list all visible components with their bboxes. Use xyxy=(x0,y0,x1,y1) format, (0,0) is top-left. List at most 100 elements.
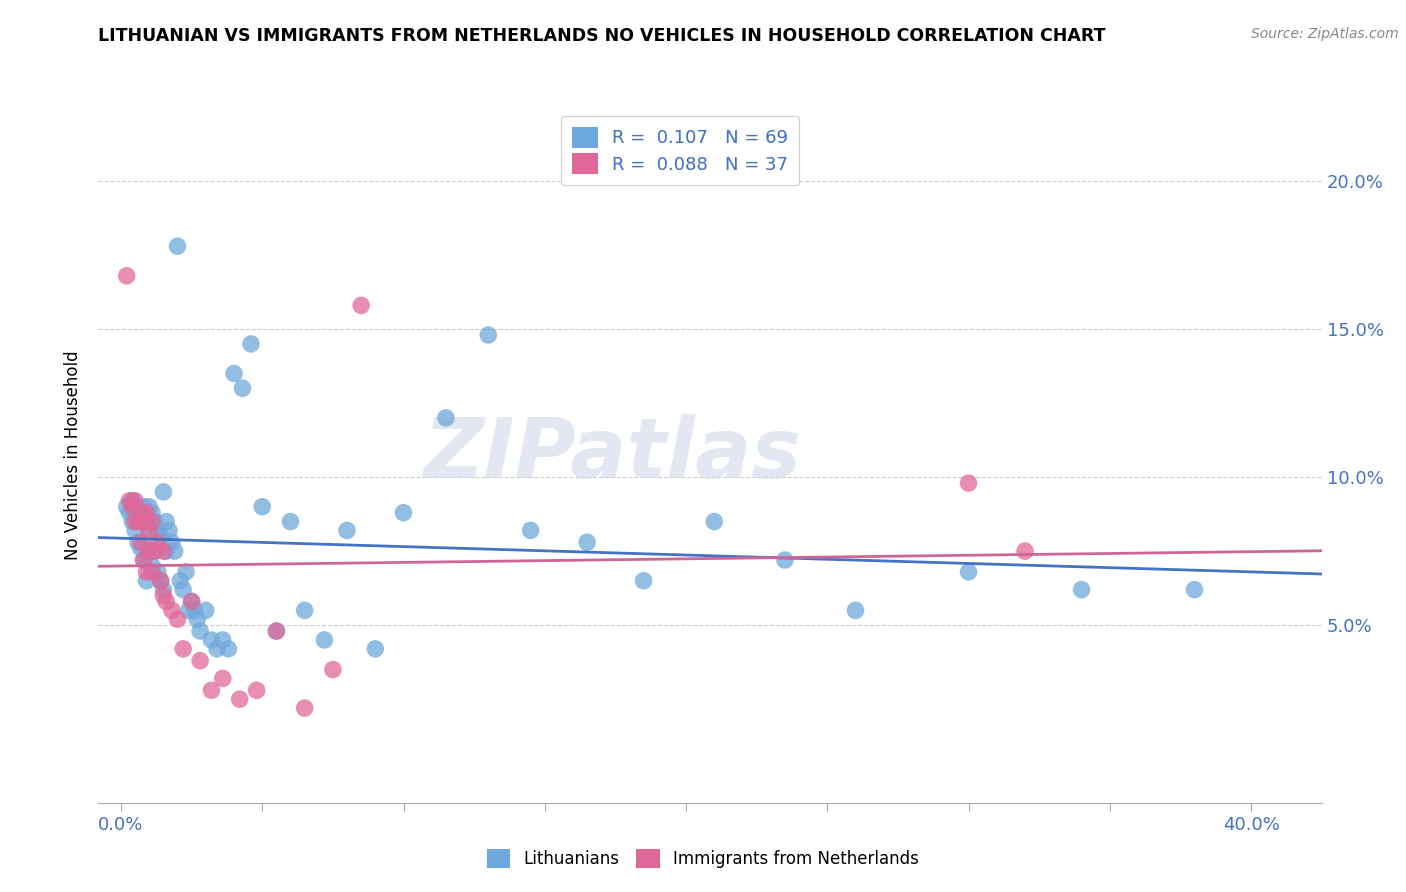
Point xyxy=(121,493,143,508)
Point xyxy=(127,515,149,529)
Point xyxy=(141,565,163,579)
Point xyxy=(166,612,188,626)
Point xyxy=(294,603,316,617)
Point xyxy=(211,672,233,686)
Point xyxy=(200,683,222,698)
Point xyxy=(135,565,157,579)
Point xyxy=(121,500,143,514)
Point xyxy=(132,515,155,529)
Point xyxy=(135,506,157,520)
Point xyxy=(146,524,169,538)
Point xyxy=(124,493,146,508)
Point xyxy=(157,524,180,538)
Point xyxy=(132,553,155,567)
Point xyxy=(152,582,174,597)
Point xyxy=(252,500,274,514)
Point xyxy=(118,506,141,520)
Point xyxy=(336,524,359,538)
Point xyxy=(115,500,138,514)
Point xyxy=(172,641,194,656)
Point xyxy=(1184,582,1206,597)
Point xyxy=(152,589,174,603)
Point xyxy=(143,544,166,558)
Point xyxy=(957,565,980,579)
Point xyxy=(434,411,457,425)
Point xyxy=(149,574,172,588)
Point xyxy=(132,553,155,567)
Point xyxy=(141,506,163,520)
Legend: R =  0.107   N = 69, R =  0.088   N = 37: R = 0.107 N = 69, R = 0.088 N = 37 xyxy=(561,116,799,185)
Point xyxy=(129,535,152,549)
Point xyxy=(138,524,160,538)
Point xyxy=(146,535,169,549)
Point xyxy=(155,594,177,608)
Text: LITHUANIAN VS IMMIGRANTS FROM NETHERLANDS NO VEHICLES IN HOUSEHOLD CORRELATION C: LITHUANIAN VS IMMIGRANTS FROM NETHERLAND… xyxy=(98,27,1107,45)
Point xyxy=(135,544,157,558)
Point xyxy=(180,594,202,608)
Point xyxy=(392,506,415,520)
Point xyxy=(141,515,163,529)
Point xyxy=(519,524,541,538)
Point xyxy=(957,476,980,491)
Point xyxy=(703,515,725,529)
Point xyxy=(266,624,288,638)
Point xyxy=(138,500,160,514)
Point xyxy=(115,268,138,283)
Point xyxy=(118,493,141,508)
Point xyxy=(350,298,373,312)
Point xyxy=(280,515,302,529)
Point xyxy=(155,515,177,529)
Point xyxy=(222,367,245,381)
Point xyxy=(135,574,157,588)
Point xyxy=(177,603,200,617)
Point xyxy=(166,239,188,253)
Point xyxy=(160,535,183,549)
Point xyxy=(124,515,146,529)
Text: Source: ZipAtlas.com: Source: ZipAtlas.com xyxy=(1251,27,1399,41)
Point xyxy=(239,337,262,351)
Point xyxy=(127,506,149,520)
Point xyxy=(124,500,146,514)
Point xyxy=(132,500,155,514)
Point xyxy=(124,524,146,538)
Point xyxy=(231,381,253,395)
Point xyxy=(477,328,499,343)
Point xyxy=(364,641,387,656)
Point xyxy=(149,529,172,543)
Text: ZIPatlas: ZIPatlas xyxy=(423,415,801,495)
Point xyxy=(228,692,250,706)
Point xyxy=(200,632,222,647)
Point xyxy=(205,641,228,656)
Y-axis label: No Vehicles in Household: No Vehicles in Household xyxy=(65,350,83,560)
Point xyxy=(217,641,239,656)
Point xyxy=(129,506,152,520)
Point xyxy=(1070,582,1092,597)
Point xyxy=(155,544,177,558)
Point xyxy=(174,565,197,579)
Point xyxy=(194,603,217,617)
Point xyxy=(183,603,205,617)
Point xyxy=(322,663,344,677)
Point xyxy=(169,574,191,588)
Point xyxy=(160,603,183,617)
Point xyxy=(163,544,186,558)
Point xyxy=(152,484,174,499)
Point xyxy=(121,515,143,529)
Point xyxy=(186,612,208,626)
Point xyxy=(135,511,157,525)
Point xyxy=(138,544,160,558)
Point xyxy=(314,632,336,647)
Point xyxy=(211,632,233,647)
Point xyxy=(143,515,166,529)
Point xyxy=(188,624,211,638)
Point xyxy=(773,553,796,567)
Legend: Lithuanians, Immigrants from Netherlands: Lithuanians, Immigrants from Netherlands xyxy=(481,842,925,875)
Point xyxy=(844,603,866,617)
Point xyxy=(188,654,211,668)
Point xyxy=(294,701,316,715)
Point xyxy=(180,594,202,608)
Point xyxy=(146,565,169,579)
Point xyxy=(266,624,288,638)
Point xyxy=(246,683,269,698)
Point xyxy=(576,535,599,549)
